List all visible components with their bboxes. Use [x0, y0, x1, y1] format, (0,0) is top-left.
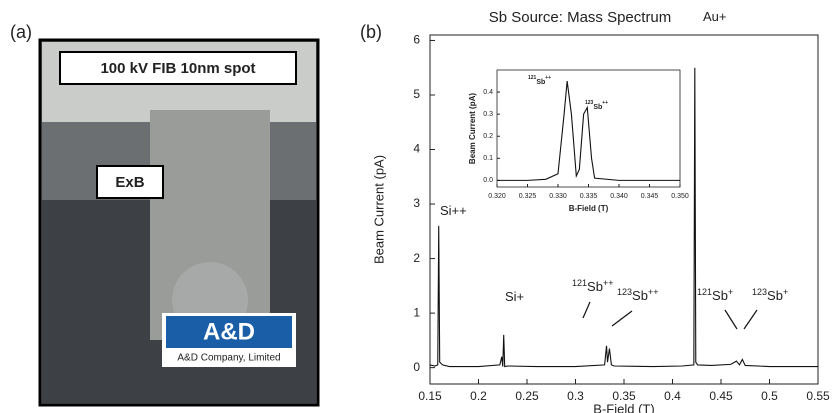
annotation-charge: ++ — [545, 75, 551, 81]
annotation-mass: 121 — [572, 278, 587, 288]
annotation-arrow — [724, 309, 738, 330]
annotation-mass: 123 — [617, 287, 632, 297]
y-tick-label: 4 — [413, 142, 420, 156]
y-tick-label: 6 — [413, 33, 420, 47]
annotation-ion: Sb — [536, 79, 545, 86]
company: A&D Company, Limited — [177, 353, 280, 364]
y-tick-label: 0.4 — [483, 89, 493, 96]
annotation: 123Sb++ — [617, 287, 658, 303]
x-tick-label: 0.25 — [515, 389, 539, 403]
x-tick-label: 0.330 — [549, 193, 567, 200]
annotation-charge: ++ — [603, 278, 614, 288]
annotation-ion: Si+ — [505, 289, 524, 304]
annotation-ion: Sb — [587, 279, 603, 294]
x-tick-label: 0.3 — [567, 389, 584, 403]
x-tick-label: 0.45 — [709, 389, 733, 403]
x-tick-label: 0.325 — [519, 193, 537, 200]
tag: ExB — [115, 174, 144, 191]
annotation-ion: Sb — [712, 288, 728, 303]
x-tick-label: 0.15 — [418, 389, 442, 403]
y-tick-label: 0.1 — [483, 155, 493, 162]
line — [497, 80, 680, 181]
annotation-ion: Sb — [593, 104, 602, 111]
annotation-arrow — [582, 301, 591, 319]
x-tick-label: 0.35 — [612, 389, 636, 403]
y-tick-label: 5 — [413, 87, 420, 101]
annotation: 123Sb+ — [752, 287, 788, 303]
annotation-arrow — [611, 310, 633, 327]
x-tick-label: 0.5 — [761, 389, 778, 403]
tag-box — [96, 165, 164, 199]
annotation-ion: Sb — [767, 288, 783, 303]
banner: 100 kV FIB 10nm spot — [100, 60, 255, 77]
annotation-charge: ++ — [648, 287, 659, 297]
x-tick-label: 0.55 — [806, 389, 830, 403]
x-tick-label: 0.340 — [610, 193, 628, 200]
annotation-ion: Si++ — [440, 203, 467, 218]
annotation: 121Sb++ — [572, 278, 613, 294]
panel-label: (a) — [10, 22, 32, 42]
annotation-ion: Sb — [632, 288, 648, 303]
annotation: Si++ — [440, 203, 467, 218]
x-tick-label: 0.4 — [664, 389, 681, 403]
annotation-charge: + — [728, 287, 733, 297]
annotation: 123Sb++ — [585, 100, 608, 111]
x-tick-label: 0.345 — [641, 193, 659, 200]
y-axis-label: Beam Current (pA) — [468, 93, 477, 164]
annotation-mass: 121 — [528, 75, 537, 81]
chart-title: Sb Source: Mass Spectrum — [489, 9, 672, 26]
banner-box — [59, 51, 297, 85]
y-tick-label: 0.0 — [483, 177, 493, 184]
annotation: 121Sb+ — [697, 287, 733, 303]
logo-bg — [166, 316, 292, 348]
annotation-mass: 123 — [752, 287, 767, 297]
annotation-mass: 123 — [585, 100, 594, 106]
x-axis-label: B-Field (T) — [569, 204, 609, 213]
annotation-mass: 121 — [697, 287, 712, 297]
y-tick-label: 1 — [413, 305, 420, 319]
x-tick-label: 0.320 — [488, 193, 506, 200]
x-axis-label: B-Field (T) — [593, 401, 654, 413]
logo: A&D — [203, 318, 255, 345]
annotation-arrow — [743, 309, 758, 330]
x-tick-label: 0.350 — [671, 193, 689, 200]
panel-label: (b) — [360, 22, 382, 42]
x-tick-label: 0.2 — [470, 389, 487, 403]
line — [429, 67, 818, 368]
y-axis-label: Beam Current (pA) — [371, 155, 386, 264]
annotation: Si+ — [505, 289, 524, 304]
y-tick-label: 0.3 — [483, 111, 493, 118]
annotation: Au+ — [703, 9, 727, 24]
y-tick-label: 2 — [413, 251, 420, 265]
annotation-charge: ++ — [602, 100, 608, 106]
y-tick-label: 0 — [413, 360, 420, 374]
x-tick-label: 0.335 — [580, 193, 598, 200]
y-tick-label: 3 — [413, 196, 420, 210]
annotation-charge: + — [783, 287, 788, 297]
y-tick-label: 0.2 — [483, 133, 493, 140]
annotation: 121Sb++ — [528, 75, 551, 86]
annotation-ion: Au+ — [703, 9, 727, 24]
